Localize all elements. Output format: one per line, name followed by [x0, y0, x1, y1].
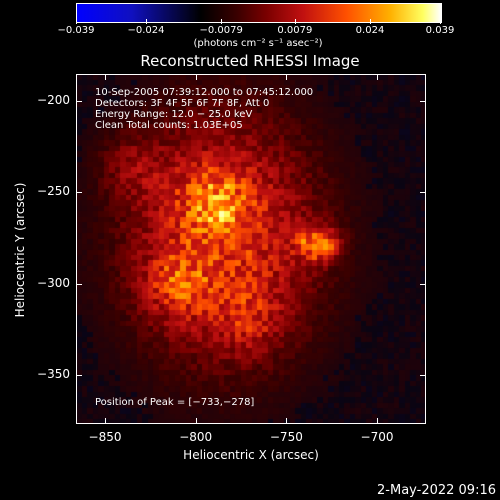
- x-tick-label: −700: [360, 430, 394, 444]
- annotation-energy-range: Energy Range: 12.0 − 25.0 keV: [95, 109, 253, 120]
- y-tick-label: −300: [37, 275, 70, 290]
- x-tick-label: −800: [179, 430, 213, 444]
- image-plot-area: 10-Sep-2005 07:39:12.000 to 07:45:12.000…: [76, 74, 426, 424]
- colorbar-tick-label: 0.0079: [277, 25, 313, 36]
- colorbar-units: (photons cm⁻² s⁻¹ asec⁻²): [193, 38, 323, 49]
- x-axis-tick: [195, 418, 197, 424]
- colorbar-tick: [294, 19, 296, 24]
- x-tick-label: −750: [269, 430, 303, 444]
- y-tick-label: −350: [37, 366, 70, 381]
- x-axis-tick: [377, 418, 379, 424]
- y-axis-tick: [76, 374, 82, 376]
- annotation-time-range: 10-Sep-2005 07:39:12.000 to 07:45:12.000: [95, 87, 314, 98]
- y-axis-tick: [76, 101, 82, 103]
- y-axis-tick: [76, 283, 82, 285]
- x-axis-tick: [105, 418, 106, 424]
- y-axis-tick: [420, 283, 426, 285]
- x-axis-label: Heliocentric X (arcsec): [183, 448, 319, 462]
- timestamp-footer: 2-May-2022 09:16: [377, 483, 496, 498]
- y-tick-label: −200: [37, 93, 70, 108]
- annotation-peak-position: Position of Peak = [−733,−278]: [95, 397, 255, 408]
- y-axis-tick: [420, 374, 426, 376]
- y-axis-tick: [420, 101, 426, 103]
- y-axis-label: Heliocentric Y (arcsec): [13, 182, 27, 318]
- x-axis-tick: [286, 418, 288, 424]
- colorbar-tick-label: −0.024: [127, 25, 165, 36]
- x-tick-label: −850: [88, 430, 122, 444]
- x-axis-tick: [105, 74, 106, 80]
- y-axis-tick: [420, 192, 426, 194]
- colorbar-tick-label: 0.039: [425, 25, 455, 36]
- colorbar-tick: [146, 19, 147, 24]
- chart-title: Reconstructed RHESSI Image: [140, 52, 360, 70]
- colorbar-tick: [370, 19, 371, 24]
- rhessi-image-heatmap: [77, 75, 425, 423]
- annotation-clean-counts: Clean Total counts: 1.03E+05: [95, 120, 243, 131]
- colorbar-tick: [221, 19, 223, 24]
- colorbar-tick-label: −0.0079: [199, 25, 243, 36]
- annotation-detectors: Detectors: 3F 4F 5F 6F 7F 8F, Att 0: [95, 98, 270, 109]
- colorbar-tick: [76, 19, 77, 24]
- x-axis-tick: [195, 74, 197, 80]
- x-axis-tick: [377, 74, 379, 80]
- colorbar-tick-label: 0.024: [355, 25, 385, 36]
- y-axis-tick: [76, 192, 82, 194]
- colorbar-tick: [440, 19, 441, 24]
- colorbar: [76, 3, 442, 23]
- x-axis-tick: [286, 74, 288, 80]
- y-tick-label: −250: [37, 184, 70, 199]
- colorbar-tick-label: −0.039: [57, 25, 95, 36]
